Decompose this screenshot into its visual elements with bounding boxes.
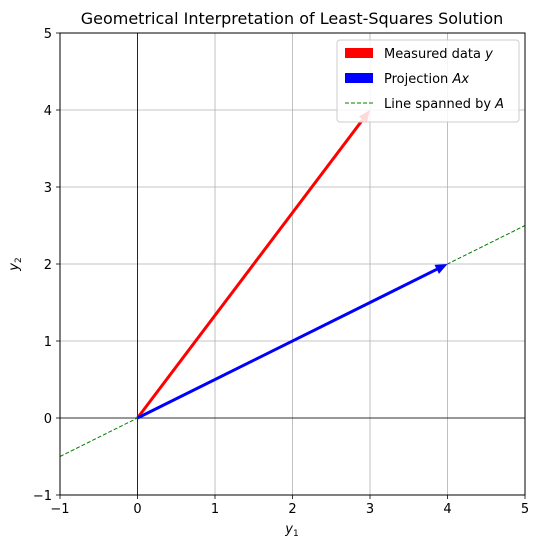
vector-shaft-0 <box>136 118 364 419</box>
y-tick-label-1: 0 <box>44 412 52 427</box>
legend: Measured data y Projection Ax Line spann… <box>336 39 520 123</box>
legend-swatch-projection <box>345 73 373 83</box>
ticks: −1 0 1 2 3 4 5 −1 0 1 2 3 4 5 <box>33 27 529 517</box>
legend-label-line: Line spanned by A <box>384 97 504 112</box>
legend-swatch-measured <box>345 48 373 58</box>
x-tick-label-6: 5 <box>521 502 529 517</box>
y-axis-label-sub: 2 <box>14 257 24 263</box>
legend-label-projection: Projection Ax <box>384 72 469 87</box>
vector-head-1 <box>434 264 448 274</box>
y-axis-label: y2 <box>7 257 24 271</box>
y-tick-label-0: −1 <box>33 489 52 504</box>
x-tick-label-1: 0 <box>133 502 141 517</box>
y-axis-label-main: y <box>7 263 22 272</box>
x-tick-label-0: −1 <box>50 502 69 517</box>
legend-box <box>336 39 520 123</box>
x-axis-label: y1 <box>284 522 298 536</box>
x-tick-label-4: 3 <box>366 502 374 517</box>
y-tick-label-6: 5 <box>44 27 52 42</box>
x-axis-label-main: y <box>284 522 293 536</box>
legend-label-measured: Measured data y <box>384 47 493 62</box>
x-tick-label-3: 2 <box>288 502 296 517</box>
x-tick-label-5: 4 <box>443 502 451 517</box>
y-tick-label-4: 3 <box>44 181 52 196</box>
x-axis-label-sub: 1 <box>293 529 299 536</box>
y-tick-label-2: 1 <box>44 335 52 350</box>
x-tick-label-2: 1 <box>211 502 219 517</box>
vector-shaft-1 <box>136 267 438 420</box>
chart-title: Geometrical Interpretation of Least-Squa… <box>81 9 504 28</box>
y-tick-label-5: 4 <box>44 104 52 119</box>
y-tick-label-3: 2 <box>44 258 52 273</box>
